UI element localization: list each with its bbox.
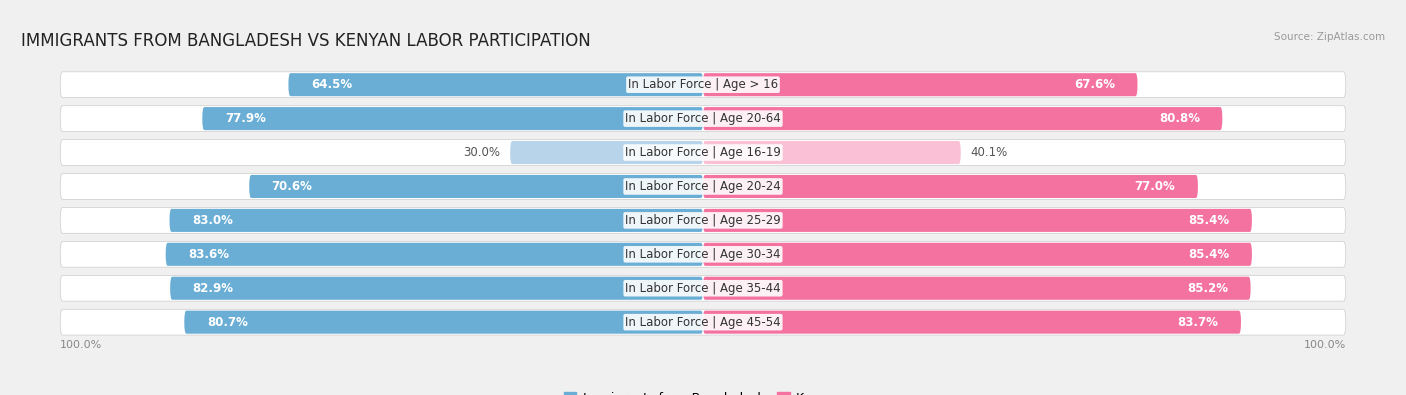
- FancyBboxPatch shape: [60, 275, 1346, 301]
- FancyBboxPatch shape: [170, 209, 703, 232]
- Text: 83.0%: 83.0%: [193, 214, 233, 227]
- Text: 83.6%: 83.6%: [188, 248, 229, 261]
- Text: 85.4%: 85.4%: [1188, 248, 1229, 261]
- FancyBboxPatch shape: [703, 277, 1250, 300]
- Text: 100.0%: 100.0%: [1303, 340, 1346, 350]
- Text: In Labor Force | Age > 16: In Labor Force | Age > 16: [628, 78, 778, 91]
- FancyBboxPatch shape: [60, 72, 1346, 98]
- FancyBboxPatch shape: [703, 141, 960, 164]
- Text: Source: ZipAtlas.com: Source: ZipAtlas.com: [1274, 32, 1385, 41]
- Text: 77.9%: 77.9%: [225, 112, 266, 125]
- FancyBboxPatch shape: [703, 310, 1241, 334]
- FancyBboxPatch shape: [60, 140, 1346, 166]
- Text: 40.1%: 40.1%: [970, 146, 1008, 159]
- Text: 67.6%: 67.6%: [1074, 78, 1115, 91]
- Text: 85.2%: 85.2%: [1187, 282, 1227, 295]
- FancyBboxPatch shape: [249, 175, 703, 198]
- FancyBboxPatch shape: [60, 207, 1346, 233]
- FancyBboxPatch shape: [202, 107, 703, 130]
- FancyBboxPatch shape: [60, 309, 1346, 335]
- Text: 80.7%: 80.7%: [207, 316, 247, 329]
- Text: 30.0%: 30.0%: [464, 146, 501, 159]
- FancyBboxPatch shape: [60, 241, 1346, 267]
- Text: 77.0%: 77.0%: [1135, 180, 1175, 193]
- FancyBboxPatch shape: [288, 73, 703, 96]
- Text: In Labor Force | Age 20-24: In Labor Force | Age 20-24: [626, 180, 780, 193]
- FancyBboxPatch shape: [166, 243, 703, 266]
- FancyBboxPatch shape: [703, 73, 1137, 96]
- Text: 64.5%: 64.5%: [311, 78, 352, 91]
- Text: 83.7%: 83.7%: [1178, 316, 1219, 329]
- FancyBboxPatch shape: [703, 243, 1251, 266]
- Text: 80.8%: 80.8%: [1159, 112, 1199, 125]
- Text: IMMIGRANTS FROM BANGLADESH VS KENYAN LABOR PARTICIPATION: IMMIGRANTS FROM BANGLADESH VS KENYAN LAB…: [21, 32, 591, 50]
- Text: 70.6%: 70.6%: [271, 180, 312, 193]
- Text: In Labor Force | Age 16-19: In Labor Force | Age 16-19: [626, 146, 780, 159]
- FancyBboxPatch shape: [703, 107, 1222, 130]
- Text: In Labor Force | Age 30-34: In Labor Force | Age 30-34: [626, 248, 780, 261]
- FancyBboxPatch shape: [184, 310, 703, 334]
- Text: In Labor Force | Age 35-44: In Labor Force | Age 35-44: [626, 282, 780, 295]
- FancyBboxPatch shape: [170, 277, 703, 300]
- FancyBboxPatch shape: [60, 106, 1346, 132]
- Text: 100.0%: 100.0%: [60, 340, 103, 350]
- Text: In Labor Force | Age 20-64: In Labor Force | Age 20-64: [626, 112, 780, 125]
- Text: In Labor Force | Age 25-29: In Labor Force | Age 25-29: [626, 214, 780, 227]
- Text: 82.9%: 82.9%: [193, 282, 233, 295]
- Text: 85.4%: 85.4%: [1188, 214, 1229, 227]
- Legend: Immigrants from Bangladesh, Kenyan: Immigrants from Bangladesh, Kenyan: [564, 392, 842, 395]
- FancyBboxPatch shape: [60, 173, 1346, 199]
- FancyBboxPatch shape: [510, 141, 703, 164]
- Text: In Labor Force | Age 45-54: In Labor Force | Age 45-54: [626, 316, 780, 329]
- FancyBboxPatch shape: [703, 175, 1198, 198]
- FancyBboxPatch shape: [703, 209, 1251, 232]
